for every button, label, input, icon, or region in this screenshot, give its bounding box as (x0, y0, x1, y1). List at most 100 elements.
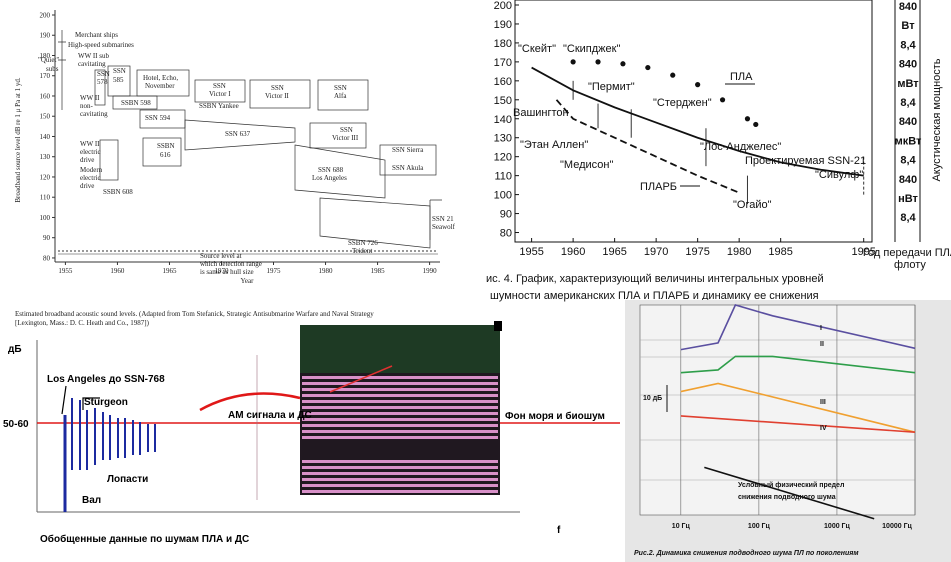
region-box (379, 144, 437, 176)
y-tick-label: 130 (494, 133, 512, 145)
x-tick-label: 1970 (214, 267, 229, 275)
spectrogram-band (302, 478, 498, 481)
annotation: SSN 637 (225, 130, 251, 138)
annotation: subs (46, 65, 59, 73)
annotation: "Quiet" (38, 56, 59, 64)
annotation: SSN (113, 67, 126, 75)
x-tick-label: 1960 (561, 246, 585, 258)
y-tick-label: 80 (500, 228, 512, 240)
power-label: 8,4 (900, 212, 916, 224)
spectrogram-band (302, 436, 498, 439)
power-label: 840 (899, 116, 917, 128)
region-outline (319, 197, 431, 249)
leader (61, 385, 100, 415)
spectrogram-band (302, 490, 498, 493)
annotation: cavitating (78, 60, 106, 68)
x-tick-label: 1000 Гц (824, 523, 850, 530)
series-line (531, 66, 864, 177)
annotation: SSN (271, 84, 284, 92)
y-axis-label: Broadband source level dB re 1 μ Pa at 1… (14, 77, 22, 202)
region-outline (429, 199, 442, 240)
annotation: "Лос-Анджелес" (700, 141, 781, 153)
annotation: Фон моря и биошум (505, 410, 605, 422)
annotation: drive (80, 156, 94, 164)
series-label: III (820, 399, 826, 406)
series-label: I (820, 325, 822, 332)
series-line (680, 382, 916, 433)
annotation: SSBN (157, 142, 175, 150)
spectrogram-band (302, 388, 498, 391)
annotation: Вал (82, 495, 101, 506)
spectrogram-band (302, 412, 498, 415)
power-label: мкВт (895, 135, 922, 147)
y-tick-label: 130 (40, 153, 51, 161)
y-tick-label: 170 (494, 57, 512, 69)
y-tick-label: 190 (40, 32, 51, 40)
x-tick-label: 1990 (423, 267, 438, 275)
series-line (680, 415, 916, 433)
region-box (317, 79, 369, 111)
power-label: 8,4 (900, 97, 916, 109)
x-tick-label: 1980 (319, 267, 334, 275)
y-tick-label: 150 (494, 95, 512, 107)
dot (753, 121, 759, 128)
spectrogram-band (302, 484, 498, 487)
region-box (136, 69, 190, 97)
y-tick-label: 120 (494, 152, 512, 164)
annotation: "Стерджен" (653, 97, 712, 109)
spectrogram-band (302, 382, 498, 385)
x-axis-label: Year (241, 277, 255, 285)
y-axis-label: дБ (8, 344, 22, 355)
x-tick-label: 1985 (768, 246, 792, 258)
y-tick-label: 200 (494, 0, 512, 12)
annotation: 616 (160, 151, 171, 159)
annotation: SSN 21 (432, 215, 454, 223)
power-label: мВт (897, 78, 919, 90)
y-tick-label: 110 (40, 194, 51, 202)
spectrogram-band (302, 418, 498, 421)
panel-broadband: 80 90 100 110 120 130 140 150 160 170 180 190 200 195… (14, 10, 456, 327)
power-label: 8,4 (900, 39, 916, 51)
annotation: Los Angeles (312, 174, 347, 182)
power-label: 840 (899, 1, 917, 13)
spectrogram-top (300, 325, 500, 373)
dot (719, 97, 726, 103)
annotation: "Скейт" (518, 43, 556, 55)
region-outline (294, 144, 386, 199)
x-tick-label: 1975 (685, 246, 709, 258)
power-label: 8,4 (900, 155, 916, 167)
spectrogram-band (302, 376, 498, 379)
y-tick-label: 170 (40, 72, 51, 80)
region-box (249, 79, 311, 109)
x-tick-label: 1995 (851, 246, 875, 258)
y-tick-label: 190 (494, 19, 512, 31)
annotation: Los Angeles до SSN-768 (47, 374, 165, 385)
power-label: 840 (899, 59, 917, 71)
annotation: SSN (97, 70, 110, 78)
annotation: Merchant ships (75, 31, 118, 39)
plot-frame (514, 0, 873, 243)
annotation: which detection range (200, 260, 262, 268)
annotation: "Медисон" (560, 159, 613, 171)
annotation: Вашингтон (513, 107, 569, 119)
y-tick-label: 120 (40, 173, 51, 181)
y-tick-label: 90 (500, 209, 512, 221)
spectrogram-band (302, 472, 498, 475)
annotation: Modern (80, 166, 103, 174)
dot (570, 59, 576, 65)
y-tick-label: 80 (43, 254, 51, 262)
x-axis-label: флоту (894, 259, 926, 271)
region-box (309, 122, 367, 149)
x-tick-label: 1980 (727, 246, 751, 258)
chart-title: Обобщенные данные по шумам ПЛА и ДС (40, 533, 249, 545)
y-tick-label: 180 (494, 38, 512, 50)
region-outline (58, 30, 66, 110)
series-line (704, 466, 875, 520)
region-box (112, 95, 158, 110)
y-tick-label: 180 (40, 52, 51, 60)
caption: Estimated broadband acoustic sound level… (15, 310, 374, 318)
annotation: снижения подводного шума (738, 494, 836, 501)
x-tick-label: 100 Гц (748, 523, 771, 530)
dot (645, 64, 651, 71)
